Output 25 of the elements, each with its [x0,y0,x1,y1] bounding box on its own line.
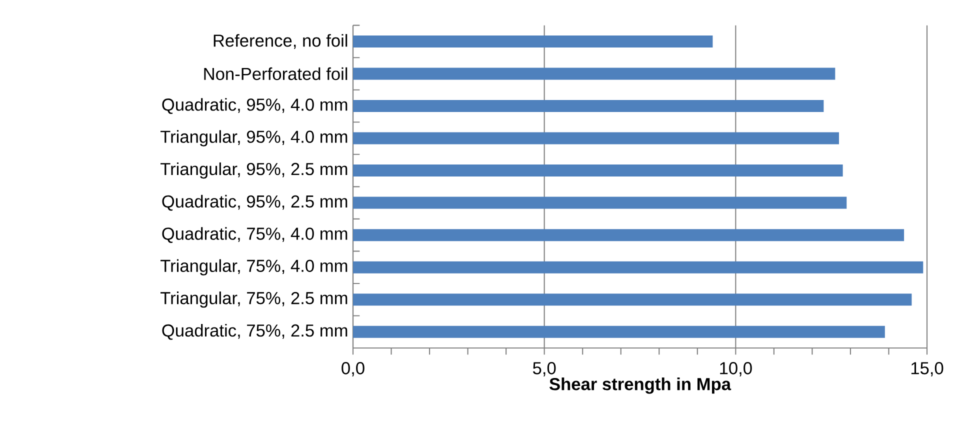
x-tick-label: 0,0 [342,362,364,376]
bar [353,164,843,177]
bar [353,326,885,338]
y-tick-label: Reference, no foil [214,34,348,49]
x-tick-label: 5,0 [532,362,556,376]
y-tick-label: Quadratic, 75%, 4.0 mm [162,227,348,243]
y-tick-label: Triangular, 75%, 2.5 mm [160,292,348,308]
bar [353,68,836,80]
bar [353,294,912,306]
bar [353,100,824,112]
y-tick-label: Quadratic, 75%, 2.5 mm [162,324,348,340]
y-tick-label: Quadratic, 95%, 2.5 mm [162,194,348,211]
y-tick-label: Quadratic, 95%, 4.0 mm [162,98,348,114]
x-axis-title: Shear strength in Mpa [549,378,732,394]
bar [353,132,839,144]
y-tick-label: Triangular, 95%, 4.0 mm [160,130,348,146]
bar [353,196,847,209]
y-tick-label: Non-Perforated foil [204,67,348,80]
x-tick-label: 15,0 [911,362,944,376]
bar [353,35,713,48]
y-tick-label: Triangular, 95%, 2.5 mm [160,162,348,179]
y-tick-label: Triangular, 75%, 4.0 mm [160,259,348,276]
bar [353,229,904,242]
bar [353,261,924,274]
x-tick-label: 10,0 [720,362,752,376]
